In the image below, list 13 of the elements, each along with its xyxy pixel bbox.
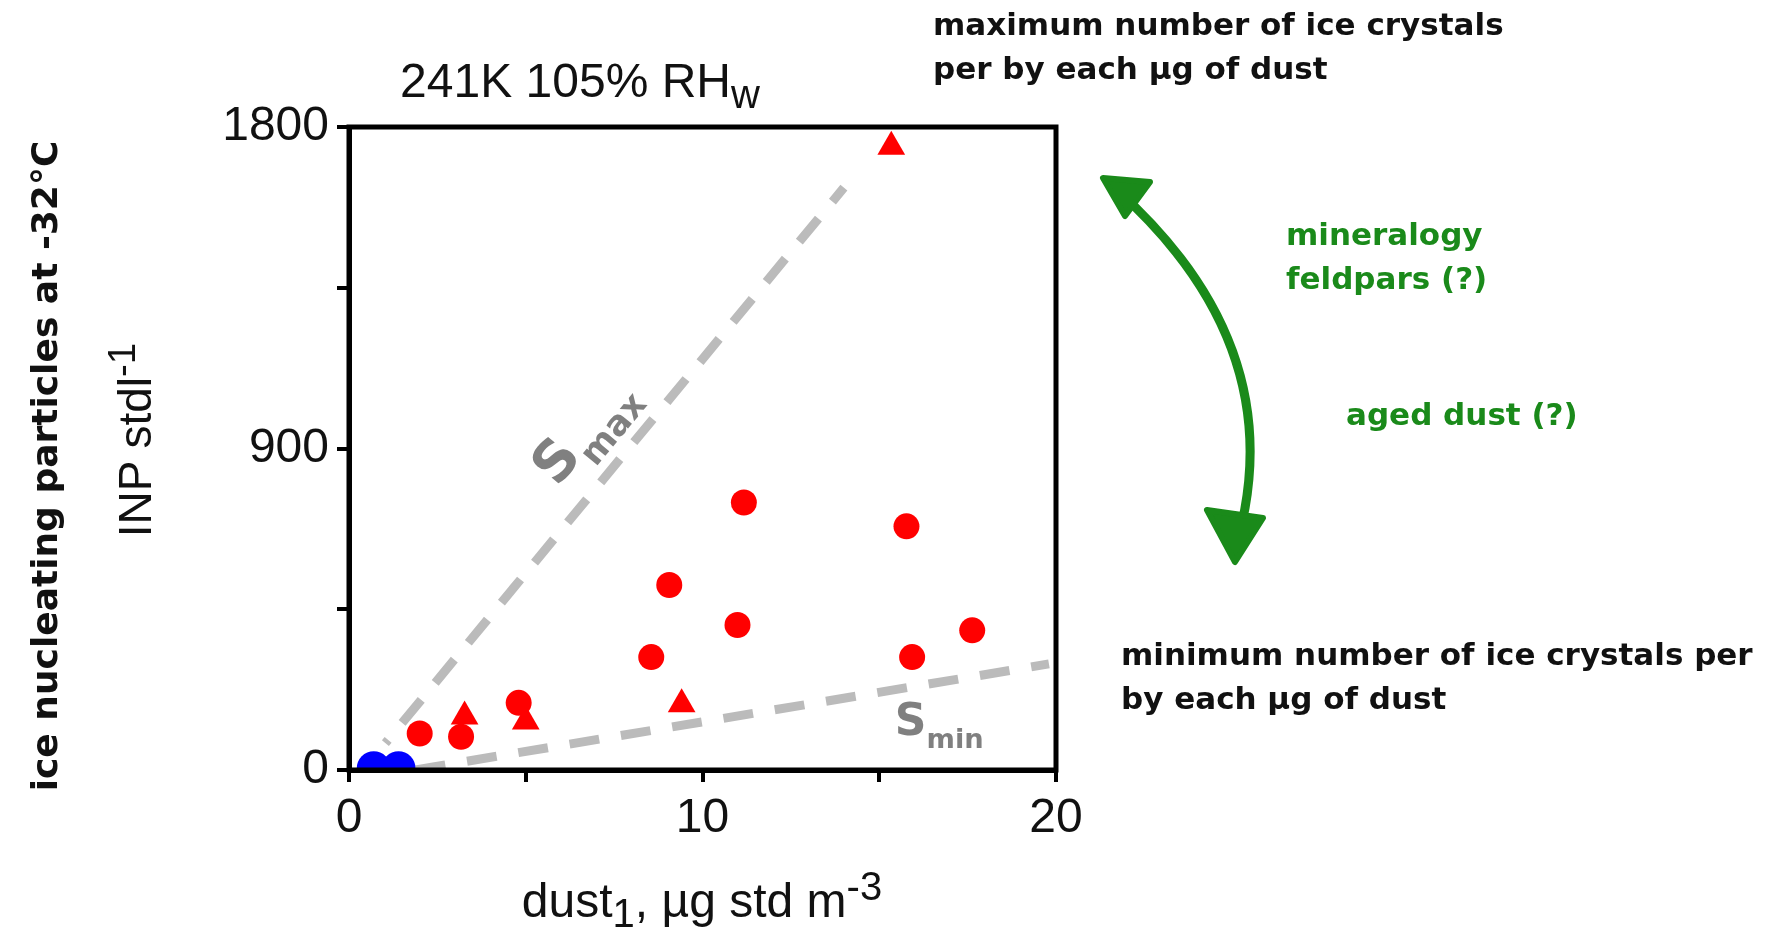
x-tick-label: 20 bbox=[1029, 789, 1083, 843]
x-tick-label: 10 bbox=[675, 789, 730, 843]
chart-title: 241K 105% RH$_{w}$ bbox=[400, 53, 760, 117]
y-tick-label: 0 bbox=[302, 740, 329, 794]
y-tick-label: 900 bbox=[248, 418, 329, 472]
text: aged dust (?) bbox=[1346, 395, 1578, 434]
x-tick-label: 0 bbox=[335, 789, 363, 843]
text: minimum number of ice crystals per by each µg of dust bbox=[1121, 635, 1754, 718]
y-tick-label: 1800 bbox=[222, 97, 329, 151]
text: ice nucleating particles at -32°C bbox=[23, 140, 66, 792]
text: maximum number of ice crystals per by each µg of dust bbox=[933, 5, 1505, 88]
text: mineralogy feldpars (?) bbox=[1286, 215, 1489, 298]
x-axis-title: dust$_{1}$, µg std m$^{-3}$ bbox=[521, 863, 883, 937]
